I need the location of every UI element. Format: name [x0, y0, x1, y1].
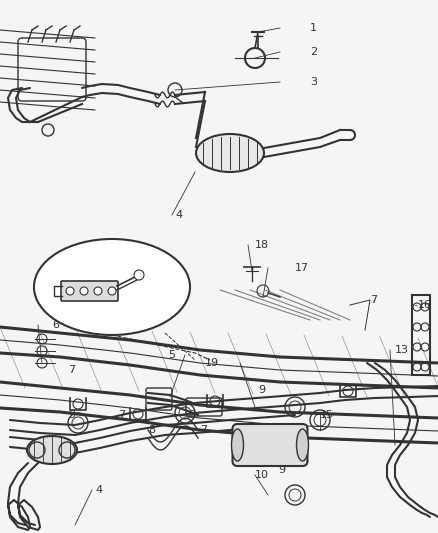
Text: 12: 12 [118, 265, 132, 275]
Ellipse shape [297, 429, 308, 461]
Text: 7: 7 [118, 410, 125, 420]
Text: 11: 11 [52, 283, 66, 293]
Text: 15: 15 [320, 410, 334, 420]
Circle shape [94, 287, 102, 295]
Ellipse shape [232, 429, 244, 461]
Text: 13: 13 [395, 345, 409, 355]
Ellipse shape [196, 134, 264, 172]
Text: 7: 7 [200, 425, 207, 435]
Text: 3: 3 [310, 77, 317, 87]
Text: 4: 4 [95, 485, 102, 495]
Text: 6: 6 [52, 320, 59, 330]
Circle shape [134, 270, 144, 280]
Text: 9: 9 [278, 465, 285, 475]
Text: 18: 18 [255, 240, 269, 250]
Text: 4: 4 [175, 210, 182, 220]
Text: 8: 8 [148, 425, 155, 435]
Text: 16: 16 [418, 300, 432, 310]
Text: 9: 9 [258, 385, 265, 395]
Text: 10: 10 [255, 470, 269, 480]
Text: 19: 19 [205, 358, 219, 368]
Circle shape [66, 287, 74, 295]
Text: 7: 7 [68, 365, 75, 375]
Ellipse shape [34, 239, 190, 335]
FancyBboxPatch shape [61, 281, 118, 301]
Ellipse shape [27, 436, 77, 464]
Circle shape [108, 287, 116, 295]
Text: 9: 9 [188, 410, 195, 420]
FancyBboxPatch shape [233, 424, 307, 466]
Text: 5: 5 [168, 350, 175, 360]
Text: 7: 7 [370, 295, 377, 305]
Text: 17: 17 [295, 263, 309, 273]
Text: 2: 2 [310, 47, 317, 57]
Circle shape [80, 287, 88, 295]
Text: 9: 9 [68, 410, 75, 420]
Text: 1: 1 [310, 23, 317, 33]
